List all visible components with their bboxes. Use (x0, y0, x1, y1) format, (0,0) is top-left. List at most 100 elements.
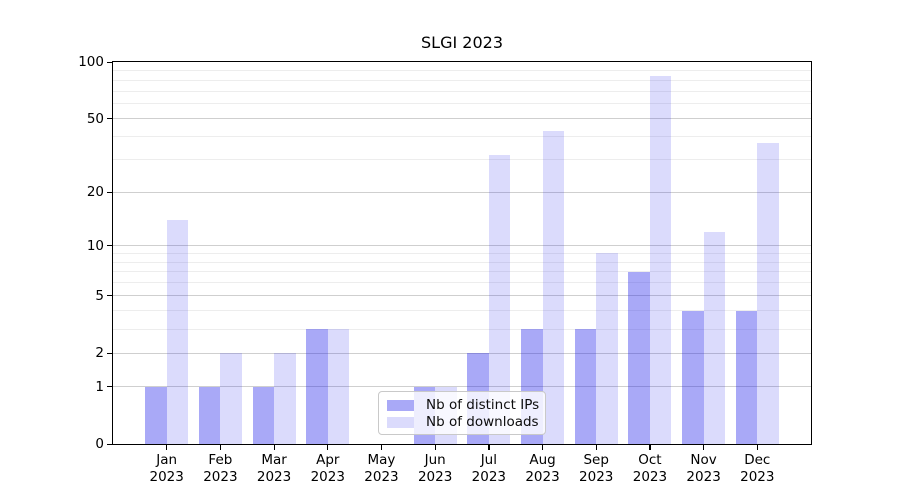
gridline-minor (113, 79, 811, 81)
gridline-major (113, 245, 811, 247)
y-tick-mark (107, 352, 113, 354)
x-tick-label: Oct 2023 (614, 452, 686, 486)
x-tick-label-year: 2023 (364, 469, 399, 485)
bar-ips (682, 310, 704, 444)
gridline-major (113, 386, 811, 388)
legend-row-ips: Nb of distinct IPs (387, 397, 540, 414)
x-tick-label-month: Apr (316, 452, 340, 468)
gridline-minor (113, 328, 811, 330)
bar-ips (628, 271, 650, 444)
x-tick-label-year: 2023 (579, 469, 614, 485)
x-tick-mark (380, 445, 383, 450)
gridline-minor (113, 90, 811, 92)
x-tick-label-year: 2023 (417, 469, 453, 485)
x-tick-label-month: Feb (208, 452, 233, 468)
x-tick-label: Nov 2023 (668, 452, 740, 486)
y-tick-label: 100 (78, 54, 104, 70)
x-tick-mark (703, 445, 705, 450)
x-tick-label: Jun 2023 (399, 452, 471, 486)
y-tick-label: 5 (95, 287, 104, 304)
x-tick-label-month: Sep (583, 452, 609, 468)
x-tick-label-year: 2023 (525, 469, 560, 485)
gridline-major (113, 118, 811, 120)
bar-ips (735, 310, 758, 444)
x-tick-label-month: Oct (638, 452, 662, 468)
bar-ips (306, 329, 328, 444)
x-tick-label: Apr 2023 (292, 452, 364, 486)
x-tick-label: Jul 2023 (453, 452, 525, 486)
x-tick-label-year: 2023 (203, 469, 238, 485)
legend-label-downloads: Nb of downloads (426, 414, 539, 430)
x-tick-label: Aug 2023 (507, 452, 579, 486)
x-tick-mark (219, 445, 222, 450)
x-tick-label-month: Mar (261, 452, 287, 468)
x-tick-label-year: 2023 (149, 469, 184, 485)
x-tick-mark (434, 445, 436, 450)
gridline-minor (113, 271, 811, 273)
x-tick-label-month: Dec (744, 452, 771, 468)
y-tick-mark (107, 386, 113, 388)
x-tick-label-year: 2023 (740, 469, 775, 485)
x-tick-label-year: 2023 (686, 469, 721, 485)
y-tick-label: 50 (86, 110, 104, 127)
legend-label-ips: Nb of distinct IPs (426, 397, 540, 413)
gridline-minor (113, 136, 811, 138)
x-tick-label: Feb 2023 (184, 452, 256, 486)
y-tick-mark (107, 191, 113, 193)
x-tick-label-month: Jun (424, 452, 446, 468)
y-tick-label: 10 (86, 237, 104, 254)
x-tick-label-month: Jul (480, 452, 497, 468)
y-tick-mark (107, 245, 113, 247)
bar-downloads (596, 253, 618, 444)
bar-downloads (166, 219, 189, 444)
x-tick-label-year: 2023 (256, 469, 292, 485)
bar-downloads (220, 353, 242, 444)
bar-downloads (542, 130, 564, 444)
bar-ips (198, 386, 221, 444)
gridline-major (113, 191, 811, 193)
legend-swatch-downloads-icon (387, 417, 414, 428)
bar-ips (574, 329, 597, 444)
y-tick-label: 2 (95, 345, 104, 362)
bar-downloads (488, 154, 511, 444)
x-tick-mark (327, 445, 329, 450)
x-tick-mark (756, 445, 758, 450)
gridline-minor (113, 261, 811, 263)
x-tick-mark (273, 445, 275, 450)
bar-downloads (757, 142, 779, 444)
gridline-minor (113, 103, 811, 105)
x-tick-label-year: 2023 (471, 469, 507, 485)
plot-area (112, 61, 812, 445)
gridline-major (113, 352, 811, 354)
bar-downloads (327, 329, 350, 444)
x-tick-label-year: 2023 (310, 469, 345, 485)
x-tick-mark (542, 445, 544, 450)
bar-downloads (703, 231, 726, 444)
gridline-minor (113, 70, 811, 72)
y-tick-label: 0 (95, 436, 104, 452)
x-tick-label-year: 2023 (632, 469, 668, 485)
bar-downloads (274, 353, 296, 444)
x-tick-mark (166, 445, 168, 450)
y-tick-label: 1 (95, 378, 104, 395)
legend-row-downloads: Nb of downloads (387, 414, 539, 431)
x-tick-mark (649, 445, 651, 450)
x-tick-label-month: Nov (690, 452, 717, 468)
x-tick-label-month: Jan (156, 452, 178, 468)
gridline-minor (113, 159, 811, 161)
x-tick-mark (488, 445, 490, 450)
y-tick-mark (107, 118, 113, 120)
gridline-major (113, 295, 811, 297)
bar-ips (145, 386, 167, 444)
x-tick-mark (595, 445, 597, 450)
x-tick-label: Mar 2023 (238, 452, 310, 486)
x-tick-label: Dec 2023 (721, 452, 793, 486)
legend-swatch-ips-icon (387, 400, 414, 411)
x-tick-label: Sep 2023 (560, 452, 632, 486)
gridline-minor (113, 282, 811, 284)
y-tick-label: 20 (86, 184, 104, 200)
bar-ips (252, 386, 275, 444)
y-tick-mark (107, 443, 113, 445)
x-tick-label: Jan 2023 (131, 452, 203, 486)
